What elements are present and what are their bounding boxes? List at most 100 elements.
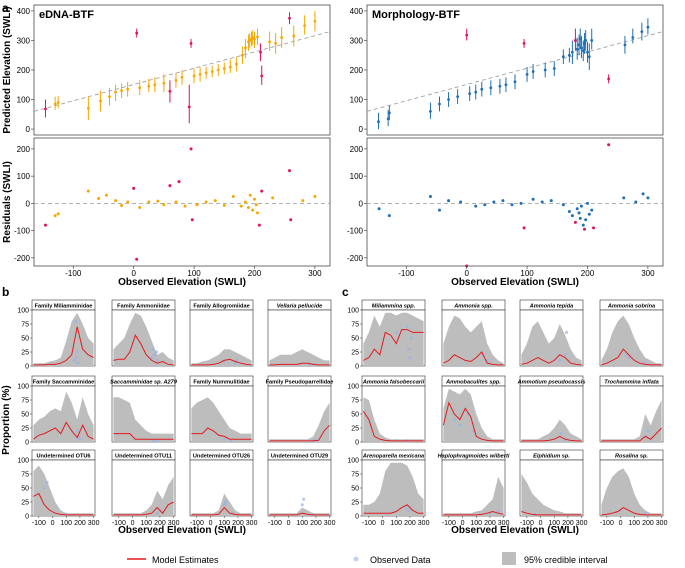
edna-residual-point xyxy=(248,193,252,197)
y-tick-label: 300 xyxy=(17,36,31,45)
edna-residual-point xyxy=(246,205,250,209)
morph-point xyxy=(567,53,571,57)
model-line xyxy=(33,492,94,516)
edna-point xyxy=(259,50,262,54)
legend-ci-label: 95% credible interval xyxy=(524,555,608,565)
morph-residual-plot xyxy=(367,143,663,268)
facet: Miliammina spp. 0 25 50 75 100 xyxy=(347,299,426,371)
morph-point xyxy=(504,83,508,87)
observed-point xyxy=(42,486,46,490)
observed-point xyxy=(75,350,79,354)
panel-label-c: c xyxy=(342,285,349,299)
edna-residual-point xyxy=(120,204,124,208)
edna-point xyxy=(53,102,57,106)
x-tick-label: 0 xyxy=(461,520,465,527)
morph-residual-point xyxy=(540,200,544,204)
edna-residual-point xyxy=(301,199,305,203)
observed-point xyxy=(78,437,82,441)
y-tick-label: 100 xyxy=(347,308,359,315)
facet-title: Arenoparella mexicana xyxy=(362,454,424,460)
morph-residual-point xyxy=(492,200,496,204)
edna-point xyxy=(147,84,151,88)
edna-point xyxy=(153,83,157,87)
model-line xyxy=(269,512,330,516)
ci-band xyxy=(113,312,174,366)
edna-point xyxy=(189,42,193,45)
y-tick-label: 75 xyxy=(21,398,29,405)
panel-label-a: a xyxy=(2,1,9,15)
edna-reference-line xyxy=(33,31,331,112)
model-line xyxy=(113,433,174,440)
y-tick-label: 100 xyxy=(17,96,31,105)
model-line xyxy=(521,354,582,366)
edna-point xyxy=(204,71,208,75)
edna-point xyxy=(234,62,238,66)
y-tick-label: 75 xyxy=(21,322,29,329)
facet-title: Family Ammoniidae xyxy=(117,304,170,310)
edna-residual-point xyxy=(243,200,247,204)
morph-residual-point xyxy=(474,204,478,208)
edna-residual-point xyxy=(162,203,166,207)
x-tick-label: 0 xyxy=(287,520,291,527)
edna-residual-plot xyxy=(34,147,330,261)
x-tick-label: -100 xyxy=(268,520,282,527)
morph-scatter-panel: Morphology-BTF xyxy=(366,4,664,136)
morph-residual-point xyxy=(567,210,571,214)
edna-point xyxy=(162,81,166,85)
observed-point xyxy=(74,319,78,323)
morph-point xyxy=(543,68,547,72)
morph-residual-point xyxy=(510,203,514,207)
observed-point xyxy=(150,356,154,360)
edna-point xyxy=(180,75,184,79)
x-tick-label: -100 xyxy=(398,269,415,278)
observed-point xyxy=(406,508,411,512)
morph-point xyxy=(522,42,526,45)
facet-title: Undetermined OTU26 xyxy=(193,454,250,460)
edna-residual-point xyxy=(195,203,199,207)
facet-title: Rosalina sp. xyxy=(615,454,648,460)
x-tick-label: 200 xyxy=(404,520,416,527)
ci-band xyxy=(521,474,582,516)
observed-point xyxy=(408,356,412,360)
edna-point xyxy=(303,24,307,28)
x-tick-label: 200 xyxy=(232,520,244,527)
facet-title: Elphidium sp. xyxy=(533,454,570,460)
y-tick-label: 100 xyxy=(350,96,364,105)
facet: Haplophragmoides wilberti -100 0 100 200 300 xyxy=(438,449,510,527)
edna-residual-point xyxy=(252,197,256,201)
model-line xyxy=(601,348,662,366)
edna-residual-point xyxy=(204,200,208,204)
observed-point xyxy=(76,361,80,365)
morph-point xyxy=(580,46,583,50)
morph-point xyxy=(531,70,535,73)
model-line xyxy=(601,507,662,516)
y-tick-label: 25 xyxy=(351,426,359,433)
edna-top-plot xyxy=(33,10,331,124)
facet-title: Ammobaculites spp. xyxy=(445,380,501,386)
facet: Undetermined OTU11 -100 0 100 200 300 xyxy=(111,449,180,527)
morph-residual-point xyxy=(575,207,579,211)
edna-point xyxy=(135,31,139,35)
edna-residual-point xyxy=(231,195,235,199)
model-line xyxy=(443,351,504,366)
facet: Trochammina inflata xyxy=(599,375,664,443)
model-line xyxy=(113,334,174,366)
y-tick-label: 50 xyxy=(351,336,359,343)
y-tick-label: 75 xyxy=(21,472,29,479)
morph-point xyxy=(447,98,450,101)
x-tick-label: 300 xyxy=(418,520,430,527)
edna-point xyxy=(216,68,220,72)
y-tick-label: 25 xyxy=(351,500,359,507)
morph-point xyxy=(513,80,517,84)
x-tick-label: 300 xyxy=(498,520,510,527)
morph-top-frame xyxy=(366,4,664,136)
y-tick-label: -100 xyxy=(14,227,31,236)
morph-residual-point xyxy=(573,220,577,224)
edna-scatter-panel: eDNA-BTF xyxy=(33,4,331,136)
morph-residual-point xyxy=(578,216,582,220)
edna-residual-point xyxy=(104,193,108,197)
x-tick-label: -100 xyxy=(600,520,614,527)
edna-point xyxy=(268,40,271,44)
edna-residual-point xyxy=(257,223,261,227)
